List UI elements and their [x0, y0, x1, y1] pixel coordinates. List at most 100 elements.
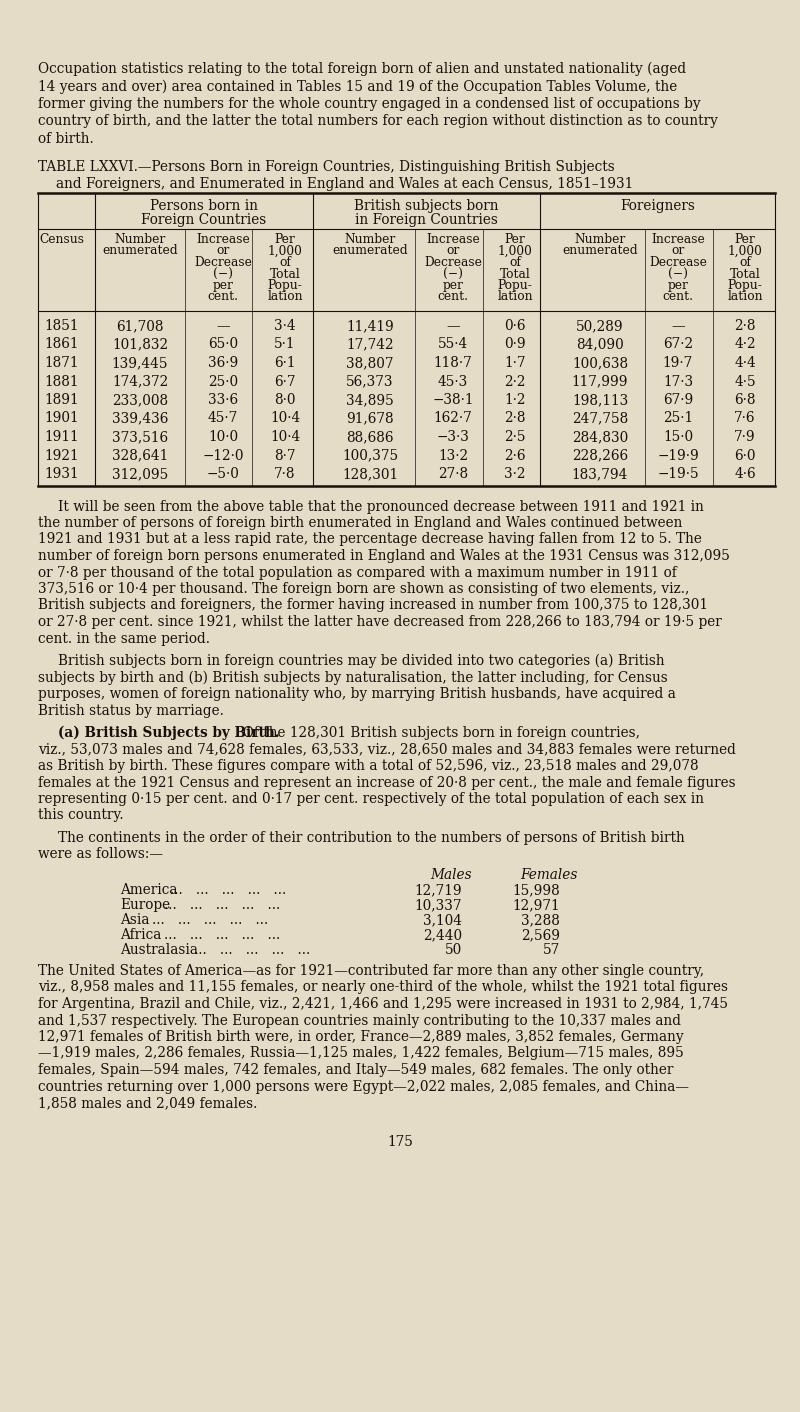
Text: as British by birth. These figures compare with a total of 52,596, viz., 23,518 : as British by birth. These figures compa… [38, 760, 698, 772]
Text: The continents in the order of their contribution to the numbers of persons of B: The continents in the order of their con… [58, 832, 685, 844]
Text: and Foreigners, and Enumerated in England and Wales at each Census, 1851–1931: and Foreigners, and Enumerated in Englan… [56, 176, 634, 191]
Text: 7·9: 7·9 [734, 431, 756, 443]
Text: Africa: Africa [120, 928, 162, 942]
Text: the number of persons of foreign birth enumerated in England and Wales continued: the number of persons of foreign birth e… [38, 515, 682, 530]
Text: 33·6: 33·6 [208, 393, 238, 407]
Text: and 1,537 respectively. The European countries mainly contributing to the 10,337: and 1,537 respectively. The European cou… [38, 1014, 681, 1028]
Text: −3·3: −3·3 [437, 431, 470, 443]
Text: 3·2: 3·2 [504, 467, 526, 481]
Text: −12·0: −12·0 [202, 449, 244, 463]
Text: 91,678: 91,678 [346, 411, 394, 425]
Text: 228,266: 228,266 [572, 449, 628, 463]
Text: 328,641: 328,641 [112, 449, 168, 463]
Text: Decrease: Decrease [424, 256, 482, 270]
Text: of: of [509, 256, 521, 270]
Text: or 7·8 per thousand of the total population as compared with a maximum number in: or 7·8 per thousand of the total populat… [38, 565, 677, 579]
Text: this country.: this country. [38, 809, 124, 823]
Text: ...   ...   ...   ...   ...: ... ... ... ... ... [164, 898, 280, 912]
Text: Australasia: Australasia [120, 943, 198, 957]
Text: Foreign Countries: Foreign Countries [142, 213, 266, 227]
Text: countries returning over 1,000 persons were Egypt—2,022 males, 2,085 females, an: countries returning over 1,000 persons w… [38, 1080, 689, 1093]
Text: 8·0: 8·0 [274, 393, 296, 407]
Text: 19·7: 19·7 [663, 356, 693, 370]
Text: Increase: Increase [651, 233, 705, 246]
Text: Number: Number [344, 233, 396, 246]
Text: 7·8: 7·8 [274, 467, 296, 481]
Text: in Foreign Countries: in Foreign Countries [355, 213, 498, 227]
Text: 233,008: 233,008 [112, 393, 168, 407]
Text: 11,419: 11,419 [346, 319, 394, 333]
Text: 13·2: 13·2 [438, 449, 468, 463]
Text: 8·7: 8·7 [274, 449, 296, 463]
Text: 1,000: 1,000 [267, 244, 302, 257]
Text: 4·5: 4·5 [734, 374, 756, 388]
Text: per: per [667, 280, 689, 292]
Text: 38,807: 38,807 [346, 356, 394, 370]
Text: 2·2: 2·2 [504, 374, 526, 388]
Text: 2·8: 2·8 [734, 319, 756, 333]
Text: 25·1: 25·1 [663, 411, 693, 425]
Text: subjects by birth and (b) British subjects by naturalisation, the latter includi: subjects by birth and (b) British subjec… [38, 671, 668, 685]
Text: 100,638: 100,638 [572, 356, 628, 370]
Text: 118·7: 118·7 [434, 356, 472, 370]
Text: 128,301: 128,301 [342, 467, 398, 481]
Text: 1911: 1911 [45, 431, 79, 443]
Text: 3,288: 3,288 [521, 914, 560, 928]
Text: —: — [446, 319, 460, 333]
Text: ...   ...   ...   ...   ...: ... ... ... ... ... [152, 914, 268, 928]
Text: 2,440: 2,440 [423, 928, 462, 942]
Text: Of the 128,301 British subjects born in foreign countries,: Of the 128,301 British subjects born in … [234, 726, 639, 740]
Text: Number: Number [114, 233, 166, 246]
Text: 17,742: 17,742 [346, 337, 394, 352]
Text: 1871: 1871 [45, 356, 79, 370]
Text: 25·0: 25·0 [208, 374, 238, 388]
Text: 6·7: 6·7 [274, 374, 296, 388]
Text: 1901: 1901 [45, 411, 79, 425]
Text: 55·4: 55·4 [438, 337, 468, 352]
Text: purposes, women of foreign nationality who, by marrying British husbands, have a: purposes, women of foreign nationality w… [38, 688, 676, 700]
Text: 101,832: 101,832 [112, 337, 168, 352]
Text: 2·5: 2·5 [504, 431, 526, 443]
Text: (−): (−) [213, 267, 233, 281]
Text: 312,095: 312,095 [112, 467, 168, 481]
Text: 17·3: 17·3 [663, 374, 693, 388]
Text: British subjects born: British subjects born [354, 199, 498, 213]
Text: 14 years and over) area contained in Tables 15 and 19 of the Occupation Tables V: 14 years and over) area contained in Tab… [38, 79, 678, 93]
Text: Per: Per [274, 233, 295, 246]
Text: 84,090: 84,090 [576, 337, 624, 352]
Text: 139,445: 139,445 [112, 356, 168, 370]
Text: British status by marriage.: British status by marriage. [38, 703, 224, 717]
Text: ...   ...   ...   ...   ...: ... ... ... ... ... [170, 882, 286, 897]
Text: TABLE LXXVI.—Persons Born in Foreign Countries, Distinguishing British Subjects: TABLE LXXVI.—Persons Born in Foreign Cou… [38, 160, 614, 174]
Text: for Argentina, Brazil and Chile, viz., 2,421, 1,466 and 1,295 were increased in : for Argentina, Brazil and Chile, viz., 2… [38, 997, 728, 1011]
Text: 6·1: 6·1 [274, 356, 296, 370]
Text: 1,858 males and 2,049 females.: 1,858 males and 2,049 females. [38, 1096, 258, 1110]
Text: 1861: 1861 [45, 337, 79, 352]
Text: 100,375: 100,375 [342, 449, 398, 463]
Text: 36·9: 36·9 [208, 356, 238, 370]
Text: 373,516 or 10·4 per thousand. The foreign born are shown as consisting of two el: 373,516 or 10·4 per thousand. The foreig… [38, 582, 690, 596]
Text: −19·9: −19·9 [657, 449, 699, 463]
Text: British subjects born in foreign countries may be divided into two categories (a: British subjects born in foreign countri… [58, 654, 665, 668]
Text: (−): (−) [443, 267, 463, 281]
Text: Decrease: Decrease [649, 256, 707, 270]
Text: 2,569: 2,569 [521, 928, 560, 942]
Text: 175: 175 [387, 1134, 413, 1148]
Text: −19·5: −19·5 [657, 467, 699, 481]
Text: 3·4: 3·4 [274, 319, 296, 333]
Text: 2·6: 2·6 [504, 449, 526, 463]
Text: —: — [216, 319, 230, 333]
Text: viz., 53,073 males and 74,628 females, 63,533, viz., 28,650 males and 34,883 fem: viz., 53,073 males and 74,628 females, 6… [38, 743, 736, 757]
Text: 1881: 1881 [45, 374, 79, 388]
Text: or 27·8 per cent. since 1921, whilst the latter have decreased from 228,266 to 1: or 27·8 per cent. since 1921, whilst the… [38, 616, 722, 628]
Text: of: of [279, 256, 291, 270]
Text: 15·0: 15·0 [663, 431, 693, 443]
Text: cent.: cent. [207, 291, 238, 304]
Text: of birth.: of birth. [38, 131, 94, 145]
Text: (−): (−) [668, 267, 688, 281]
Text: Occupation statistics relating to the total foreign born of alien and unstated n: Occupation statistics relating to the to… [38, 62, 686, 76]
Text: or: or [671, 244, 685, 257]
Text: Total: Total [270, 267, 300, 281]
Text: per: per [442, 280, 463, 292]
Text: 6·0: 6·0 [734, 449, 756, 463]
